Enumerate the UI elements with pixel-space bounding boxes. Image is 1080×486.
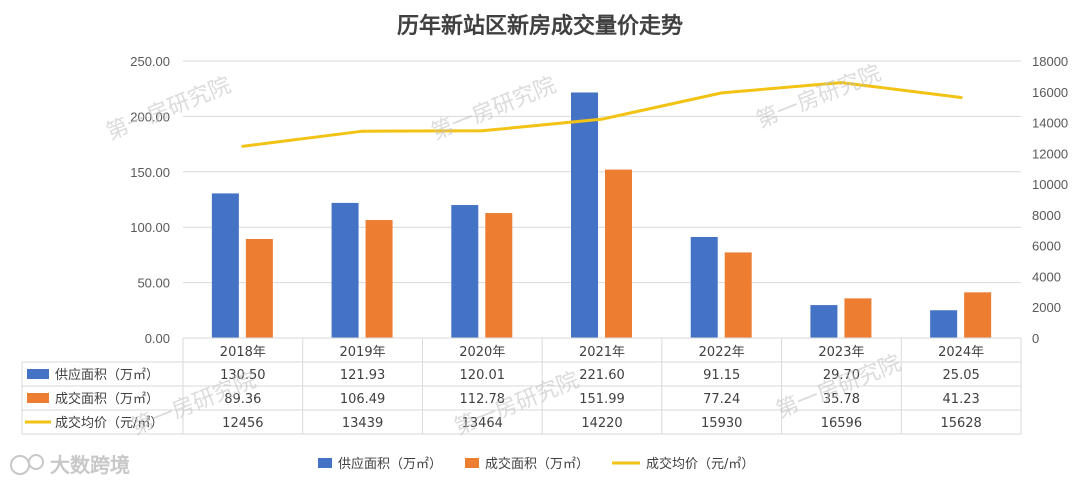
right-tick-label: 18000 bbox=[1032, 54, 1068, 69]
table-cell: 130.50 bbox=[220, 368, 266, 383]
table-header-cell: 2020年 bbox=[459, 345, 505, 360]
right-tick-label: 2000 bbox=[1032, 300, 1061, 315]
table-cell: 106.49 bbox=[340, 392, 386, 407]
bar-supply bbox=[690, 237, 718, 338]
price-point bbox=[839, 81, 843, 85]
table-cell: 14220 bbox=[581, 416, 622, 431]
price-point bbox=[480, 129, 484, 133]
right-tick-label: 6000 bbox=[1032, 239, 1061, 254]
legend-label-price: 成交均价（元/㎡） bbox=[646, 456, 754, 472]
table-row-label: 成交面积（万㎡） bbox=[55, 391, 159, 407]
table-cell: 89.36 bbox=[224, 392, 261, 407]
table-row-swatch bbox=[27, 393, 49, 403]
left-tick-label: 200.00 bbox=[130, 109, 170, 124]
chart-title: 历年新站区新房成交量价走势 bbox=[397, 13, 683, 39]
table-row-swatch bbox=[27, 369, 49, 379]
table-header-cell: 2019年 bbox=[340, 345, 386, 360]
legend-swatch-deal bbox=[465, 458, 479, 468]
left-tick-label: 250.00 bbox=[130, 54, 170, 69]
table-header-cell: 2022年 bbox=[699, 345, 745, 360]
table-cell: 15628 bbox=[940, 416, 981, 431]
bar-supply bbox=[930, 310, 958, 338]
right-axis: 0 2000 4000 6000 8000 10000 12000 14000 16000 180… bbox=[1032, 54, 1068, 346]
right-tick-label: 0 bbox=[1032, 331, 1039, 346]
table-cell: 121.93 bbox=[340, 368, 386, 383]
price-line bbox=[241, 81, 963, 148]
right-tick-label: 8000 bbox=[1032, 208, 1061, 223]
price-point bbox=[720, 91, 724, 95]
legend: 供应面积（万㎡） 成交面积（万㎡） 成交均价（元/㎡） bbox=[318, 456, 754, 472]
table-cell: 112.78 bbox=[460, 392, 506, 407]
table-cell: 13439 bbox=[342, 416, 383, 431]
table-cell: 35.78 bbox=[823, 392, 860, 407]
price-point bbox=[600, 117, 604, 121]
table-cell: 15930 bbox=[701, 416, 742, 431]
bars bbox=[211, 92, 992, 339]
left-tick-label: 100.00 bbox=[130, 220, 170, 235]
legend-label-deal: 成交面积（万㎡） bbox=[485, 456, 589, 472]
table-cell: 151.99 bbox=[579, 392, 625, 407]
bar-deal bbox=[485, 213, 513, 338]
bar-deal bbox=[365, 220, 393, 338]
bar-deal bbox=[964, 292, 992, 338]
bar-supply bbox=[451, 205, 479, 338]
bar-supply bbox=[211, 193, 239, 338]
price-point bbox=[241, 144, 245, 148]
table-cell: 41.23 bbox=[943, 392, 980, 407]
legend-swatch-supply bbox=[318, 458, 332, 468]
table-cell: 12456 bbox=[222, 416, 263, 431]
bar-supply bbox=[571, 92, 598, 339]
table-header-cell: 2018年 bbox=[220, 345, 266, 360]
left-tick-label: 0.00 bbox=[145, 331, 170, 346]
logo-icon-secondary bbox=[28, 454, 44, 470]
bar-supply bbox=[331, 202, 359, 338]
logo: 大数跨境 bbox=[10, 453, 130, 477]
bar-deal bbox=[724, 252, 752, 338]
table-header-cell: 2023年 bbox=[818, 345, 864, 360]
table-cell: 13464 bbox=[462, 416, 503, 431]
data-table: 2018年 2019年 2020年 2021年 2022年 2023年 2024年供应面积（… bbox=[21, 337, 1022, 435]
right-tick-label: 10000 bbox=[1032, 177, 1068, 192]
bar-deal bbox=[844, 298, 872, 338]
table-header-cell: 2024年 bbox=[938, 345, 984, 360]
left-axis: 0.00 50.00 100.00 150.00 200.00 250.00 bbox=[130, 54, 170, 346]
table-cell: 91.15 bbox=[703, 368, 740, 383]
price-point bbox=[959, 96, 963, 100]
logo-text: 大数跨境 bbox=[50, 453, 130, 477]
table-cell: 77.24 bbox=[703, 392, 740, 407]
bar-deal bbox=[605, 169, 632, 338]
table-header-cell: 2021年 bbox=[579, 345, 625, 360]
right-tick-label: 4000 bbox=[1032, 269, 1061, 284]
right-tick-label: 12000 bbox=[1032, 146, 1068, 161]
price-point bbox=[361, 129, 365, 133]
table-cell: 120.01 bbox=[460, 368, 506, 383]
right-tick-label: 16000 bbox=[1032, 85, 1068, 100]
left-tick-label: 150.00 bbox=[130, 165, 170, 180]
table-cell: 25.05 bbox=[943, 368, 980, 383]
left-tick-label: 50.00 bbox=[137, 276, 170, 291]
table-row-label: 成交均价（元/㎡） bbox=[55, 415, 163, 431]
legend-label-supply: 供应面积（万㎡） bbox=[338, 456, 442, 472]
bar-deal bbox=[245, 238, 273, 338]
table-row-label: 供应面积（万㎡） bbox=[55, 367, 159, 383]
bar-supply bbox=[810, 305, 838, 338]
table-cell: 29.70 bbox=[823, 368, 860, 383]
table-cell: 221.60 bbox=[579, 368, 625, 383]
table-cell: 16596 bbox=[821, 416, 862, 431]
right-tick-label: 14000 bbox=[1032, 116, 1068, 131]
